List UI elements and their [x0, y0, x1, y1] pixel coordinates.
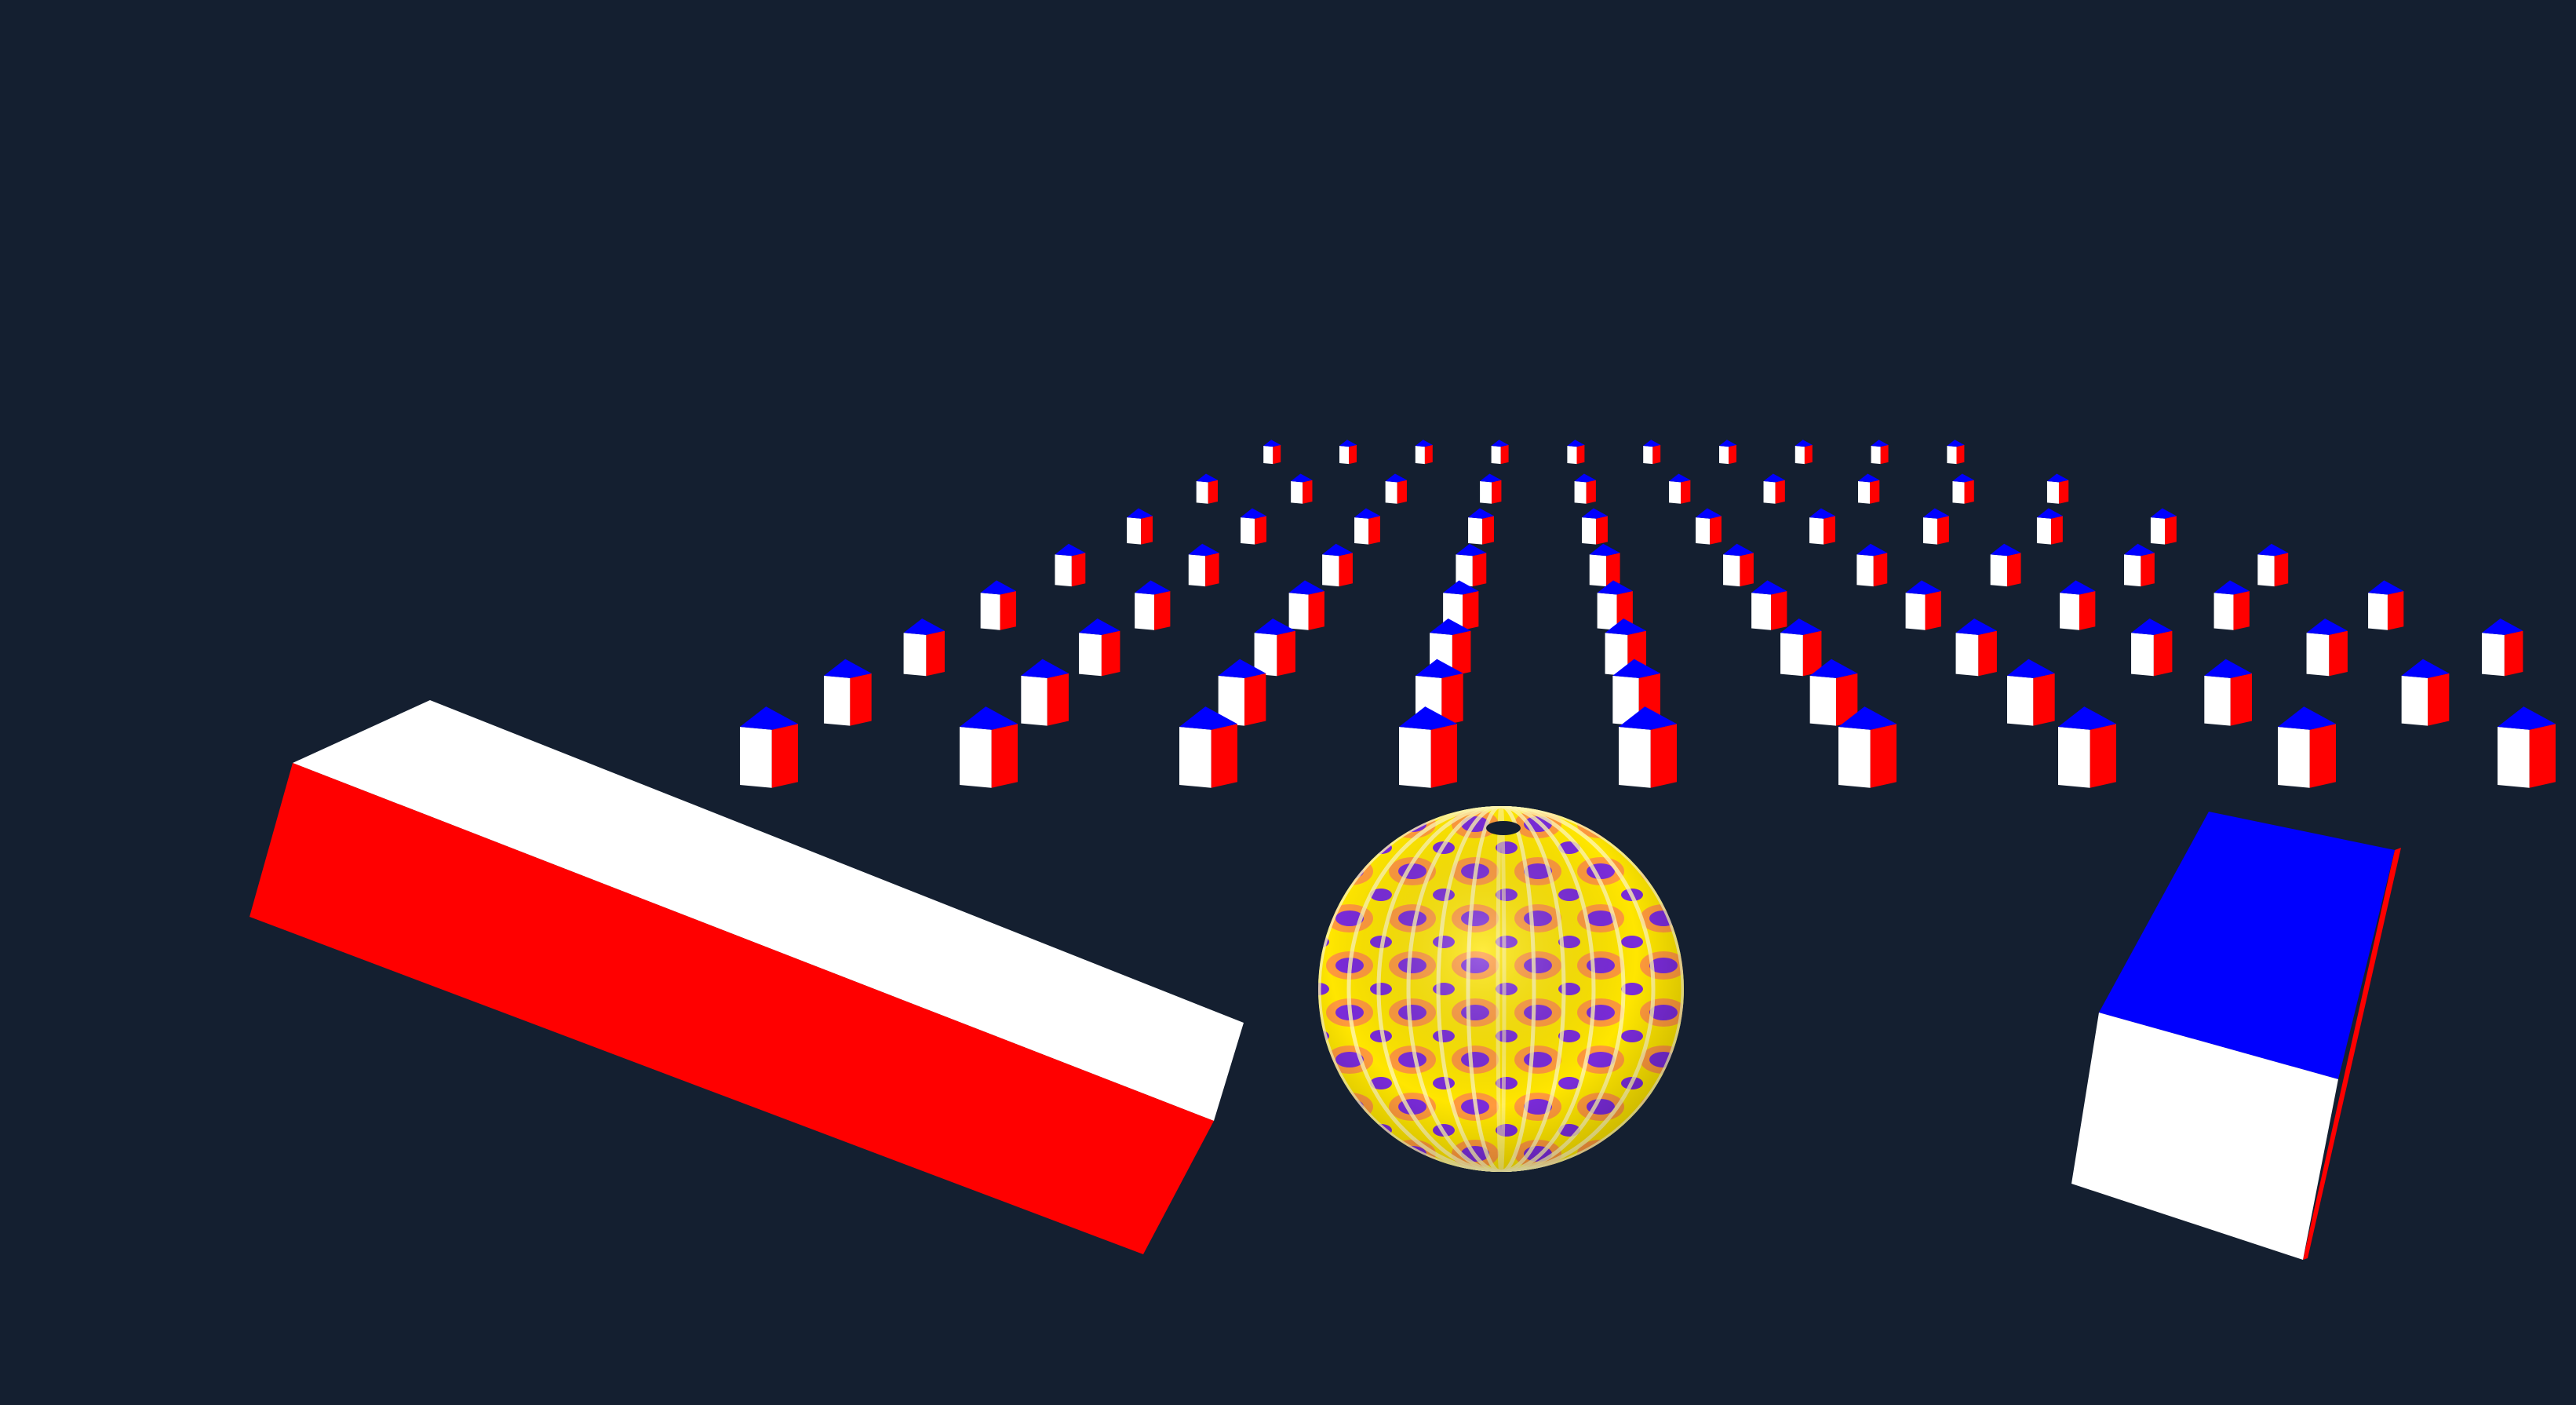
small-cube — [2131, 618, 2173, 677]
small-cube — [1990, 543, 2021, 587]
small-cube — [1415, 440, 1433, 465]
small-cube — [2124, 543, 2155, 587]
small-cube — [1241, 508, 1267, 545]
small-cube — [1669, 473, 1691, 504]
small-cube — [980, 580, 1016, 630]
small-cube — [1322, 543, 1353, 587]
small-cube — [1857, 473, 1880, 504]
small-cube — [1905, 580, 1941, 630]
small-cube — [1055, 543, 1086, 587]
blue-box-top-face — [2099, 812, 2395, 1079]
small-cube — [1567, 440, 1585, 465]
large-box-top-face — [293, 700, 1244, 1121]
small-cube — [1218, 659, 1266, 726]
small-cube — [1339, 440, 1357, 465]
small-cube — [1643, 440, 1661, 465]
small-cube — [2401, 659, 2450, 726]
small-cube — [2058, 706, 2116, 788]
blue-box-side-face — [2303, 848, 2401, 1260]
small-cube — [1809, 659, 1858, 726]
large-box-front-face — [250, 763, 1214, 1254]
small-cube — [1480, 473, 1502, 504]
small-cube — [1354, 508, 1380, 545]
small-cube — [1871, 440, 1889, 465]
small-cube — [1589, 543, 1620, 587]
small-cube — [2060, 580, 2096, 630]
small-cube — [2482, 618, 2523, 677]
small-cube — [1619, 706, 1677, 788]
small-cube — [824, 659, 872, 726]
small-cube — [1263, 440, 1281, 465]
small-cube — [1597, 580, 1633, 630]
small-cube — [1135, 580, 1171, 630]
small-cube — [1491, 440, 1509, 465]
small-cube — [1696, 508, 1722, 545]
small-cube — [2036, 508, 2063, 545]
small-cube — [1196, 473, 1219, 504]
small-cube — [1385, 473, 1407, 504]
cube-grid — [740, 440, 2556, 788]
small-cube — [1127, 508, 1153, 545]
blue-white-box — [2071, 812, 2401, 1260]
small-cube — [1188, 543, 1219, 587]
small-cube — [1254, 618, 1295, 677]
sphere-pole-hole — [1486, 821, 1521, 835]
large-red-white-box — [250, 700, 1244, 1254]
small-cube — [2498, 706, 2556, 788]
small-cube — [1079, 618, 1120, 677]
small-cube — [1468, 508, 1494, 545]
blue-box-front-face — [2071, 1013, 2338, 1260]
small-cube — [1794, 440, 1813, 465]
small-cube — [903, 618, 945, 677]
small-cube — [2006, 659, 2055, 726]
small-cube — [1574, 473, 1596, 504]
small-cube — [1856, 543, 1888, 587]
small-cube — [1809, 508, 1835, 545]
small-cube — [1723, 543, 1754, 587]
small-cube — [2278, 706, 2336, 788]
small-cube — [2368, 580, 2404, 630]
small-cube — [740, 706, 798, 788]
small-cube — [2257, 543, 2289, 587]
small-cube — [1838, 706, 1896, 788]
small-cube — [1922, 508, 1949, 545]
small-cube — [960, 706, 1018, 788]
small-cube — [1952, 473, 1974, 504]
small-cube — [1456, 543, 1487, 587]
textured-sphere — [1318, 806, 1684, 1172]
small-cube — [1291, 473, 1313, 504]
small-cube — [2150, 508, 2177, 545]
small-cube — [2306, 618, 2348, 677]
small-cube — [1955, 618, 1997, 677]
small-cube — [1751, 580, 1787, 630]
small-cube — [1763, 473, 1785, 504]
small-cube — [2046, 473, 2069, 504]
small-cube — [2204, 659, 2252, 726]
small-cube — [1780, 618, 1822, 677]
small-cube — [1719, 440, 1736, 465]
small-cube — [1021, 659, 1069, 726]
small-cube — [2213, 580, 2250, 630]
small-cube — [1288, 580, 1324, 630]
small-cube — [1947, 440, 1965, 465]
small-cube — [1399, 706, 1457, 788]
small-cube — [1179, 706, 1237, 788]
small-cube — [1582, 508, 1608, 545]
